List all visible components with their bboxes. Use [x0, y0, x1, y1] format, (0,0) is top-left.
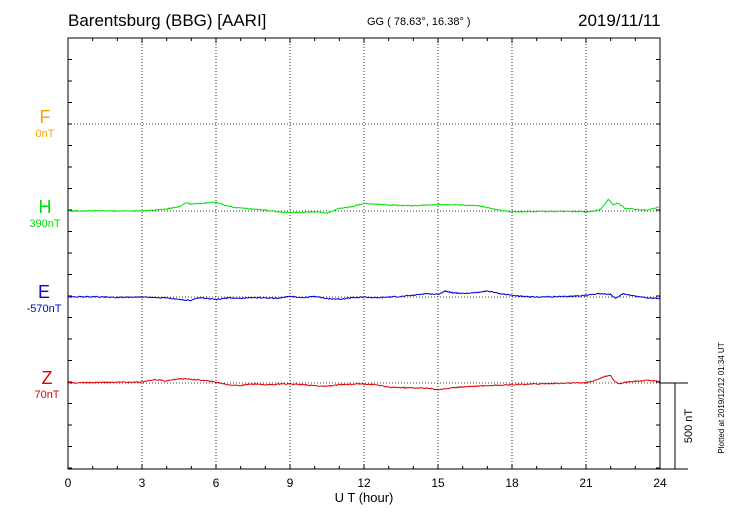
plot-date: 2019/11/11 [578, 11, 661, 30]
x-tick-label: 15 [431, 476, 445, 490]
channel-z-label: Z 70nT [27, 368, 67, 401]
channel-f-offset: 0nT [35, 128, 55, 140]
channel-e-name: E [37, 282, 50, 302]
x-tick-label: 24 [653, 476, 667, 490]
series-line-e [67, 290, 661, 302]
channel-e-label: E -570nT [20, 282, 68, 315]
x-tick-label: 12 [357, 476, 371, 490]
channel-h-name: H [38, 197, 52, 217]
x-tick-label: 9 [287, 476, 294, 490]
grid-lines [68, 38, 660, 469]
channel-h-label: H 390nT [25, 197, 65, 230]
channel-h-offset: 390nT [29, 218, 61, 230]
scale-bar-label: 500 nT [683, 409, 695, 444]
x-tick-label: 6 [213, 476, 220, 490]
series-line-z [67, 375, 661, 391]
axis-ticks: 0 3 6 9 12 15 18 21 24 [65, 37, 667, 490]
series-group [67, 198, 661, 391]
plotted-at-note: Plotted at 2019/12/12 01:34 UT [717, 342, 726, 453]
x-tick-label: 21 [579, 476, 593, 490]
channel-z-offset: 70nT [34, 389, 60, 401]
channel-z-name: Z [41, 368, 53, 388]
channel-f-name: F [39, 107, 51, 127]
station-coordinates: GG ( 78.63°, 16.38° ) [367, 16, 471, 28]
series-line-h [67, 198, 661, 215]
channel-f-label: F 0nT [30, 107, 60, 140]
x-tick-label: 3 [139, 476, 146, 490]
x-axis-label: U T (hour) [335, 490, 394, 505]
station-title: Barentsburg (BBG) [AARI] [68, 11, 267, 30]
x-tick-label: 18 [505, 476, 519, 490]
scale-bar: 500 nT [660, 382, 695, 470]
channel-e-offset: -570nT [26, 303, 62, 315]
x-tick-label: 0 [65, 476, 72, 490]
